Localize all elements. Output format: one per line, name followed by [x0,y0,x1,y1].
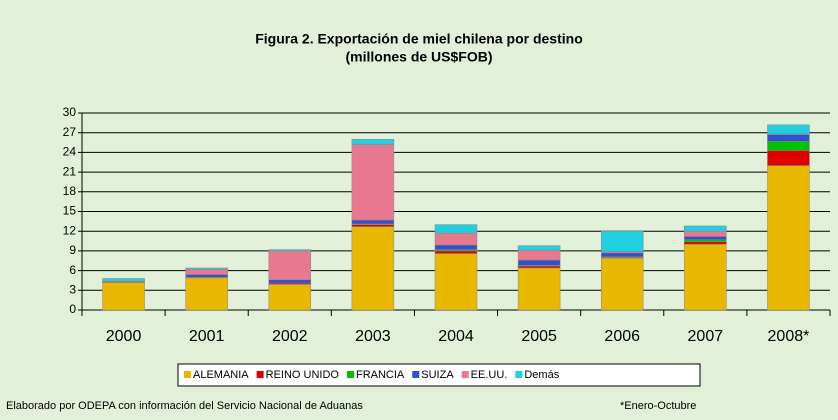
bar-segment [268,279,312,284]
x-tick-label: 2007 [688,328,724,345]
bar-segment [434,232,478,246]
bar-segment [600,252,644,258]
bar-segment [767,150,810,166]
bar-segment [102,278,145,282]
chart-title: Figura 2. Exportación de miel chilena po… [255,31,583,47]
y-tick-label: 15 [63,204,77,218]
y-tick-label: 18 [63,184,77,198]
bar-segment [351,144,395,221]
legend-swatch [461,371,469,378]
chart-subtitle: (millones de US$FOB) [345,49,492,65]
legend-swatch [184,371,191,378]
bar-segment [517,249,561,261]
bar-segment [767,140,810,151]
bar-segment [600,230,644,252]
x-tick-label: 2001 [189,328,225,345]
bar-segment [268,284,312,311]
x-tick-label: 2000 [106,328,142,345]
legend-label: Demás [524,369,559,381]
legend-label: ALEMANIA [193,369,249,381]
bar-segment [684,239,727,242]
bar-segment [684,244,727,311]
source-note: Elaborado por ODEPA con información del … [6,400,363,412]
y-tick-label: 12 [63,223,77,237]
legend-swatch [256,371,264,378]
legend-box [177,363,701,387]
bar-segment [351,139,395,145]
bar-segment [185,267,228,270]
bar-segment [517,245,561,251]
bar-segment [600,257,644,311]
x-tick-label: 2008* [768,328,810,345]
x-tick-label: 2004 [438,328,474,345]
bar-segment [185,269,228,275]
bar-segment [434,244,478,250]
bar-segment [684,225,727,232]
x-tick-label: 2002 [272,328,308,345]
legend-label: REINO UNIDO [266,369,340,381]
bar-segment [767,165,810,311]
bar-segment [434,224,478,234]
legend-label: EE.UU. [471,369,508,381]
legend-swatch [515,371,523,378]
bar-segment [351,224,395,227]
y-tick-label: 3 [69,282,76,296]
y-tick-label: 24 [63,145,77,159]
legend-label: SUIZA [421,369,454,381]
y-tick-label: 9 [69,243,76,257]
legend-label: FRANCIA [356,369,405,381]
bar-segment [517,267,561,311]
bar-segment [684,236,727,240]
bar-segment [434,253,478,311]
bar-segment [102,282,145,311]
bar-segment [351,219,395,225]
legend-swatch [412,371,420,378]
bar-segment [351,226,395,311]
bar-segment [767,134,810,142]
bar-segment [268,250,312,281]
bar-segment [185,274,228,278]
y-tick-label: 21 [63,164,77,178]
bar-segment [517,259,561,266]
x-tick-label: 2006 [604,328,640,345]
y-tick-label: 30 [63,105,77,119]
x-tick-label: 2003 [355,328,391,345]
bar-segment [268,249,312,252]
y-tick-label: 0 [69,302,76,316]
footnote: *Enero-Octubre [620,400,696,412]
bar-segment [434,250,478,254]
y-tick-label: 6 [69,263,76,277]
bar-segment [684,241,727,245]
y-tick-label: 27 [63,125,77,139]
legend-swatch [346,371,354,378]
bar-segment [185,277,228,311]
bar-segment [517,265,561,269]
bar-segment [684,230,727,237]
x-tick-label: 2005 [521,328,557,345]
bar-segment [767,124,810,135]
